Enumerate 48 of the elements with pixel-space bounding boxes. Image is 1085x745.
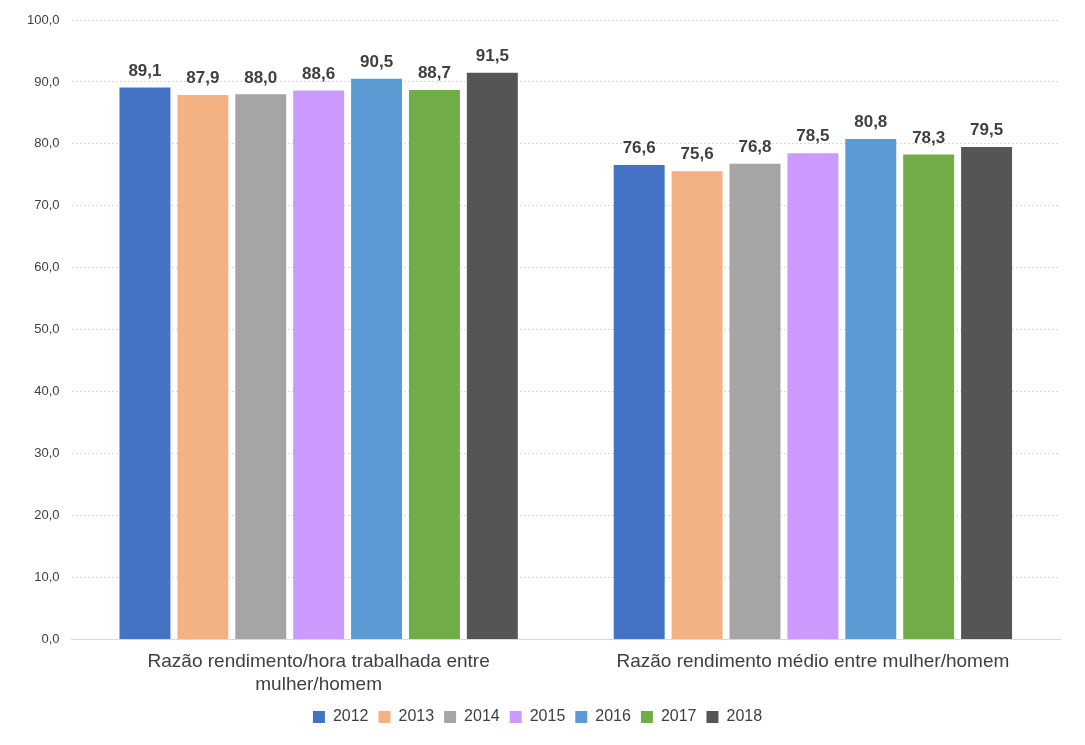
data-label: 90,5	[360, 52, 394, 72]
legend-label: 2017	[660, 707, 697, 725]
data-label: 87,9	[186, 68, 220, 88]
bar	[466, 72, 518, 639]
data-label: 78,3	[912, 127, 946, 147]
bar	[787, 153, 839, 639]
bar	[961, 146, 1013, 639]
bar	[351, 78, 403, 639]
bar	[293, 90, 345, 639]
bar	[671, 171, 723, 639]
bar	[408, 89, 460, 639]
y-tick-label: 100,0	[26, 11, 60, 27]
bar	[119, 87, 171, 639]
x-tick-label: Razão rendimento médio entre mulher/homem	[616, 650, 1010, 672]
y-tick-label: 10,0	[34, 569, 60, 585]
data-label: 75,6	[680, 144, 714, 164]
y-tick-label: 30,0	[34, 445, 60, 461]
y-tick-label: 20,0	[34, 507, 60, 523]
legend-label: 2013	[398, 707, 435, 725]
y-tick-label: 70,0	[34, 197, 60, 213]
y-tick-label: 60,0	[34, 259, 60, 275]
data-label: 76,8	[738, 136, 772, 156]
bar	[845, 138, 897, 639]
bar	[903, 154, 955, 639]
legend-label: 2012	[332, 707, 369, 725]
data-label: 88,7	[417, 63, 451, 83]
legend-label: 2018	[726, 707, 763, 725]
y-tick-label: 40,0	[34, 383, 60, 399]
bar	[177, 94, 229, 639]
legend-label: 2014	[464, 707, 500, 725]
bar	[729, 163, 781, 639]
y-tick-label: 50,0	[34, 321, 60, 337]
data-label: 88,0	[244, 67, 278, 87]
legend-label: 2016	[595, 707, 631, 725]
y-tick-label: 80,0	[34, 135, 60, 151]
data-label: 88,6	[302, 63, 336, 83]
data-label: 79,5	[970, 120, 1004, 140]
data-label: 76,6	[622, 138, 656, 158]
data-label: 78,5	[796, 126, 830, 146]
x-tick-label: Razão rendimento/hora trabalhada entre mulher/homem	[147, 650, 490, 694]
legend-label: 2015	[529, 707, 566, 725]
y-tick-label: 0,0	[41, 630, 60, 646]
data-label: 91,5	[475, 45, 509, 65]
bar	[613, 164, 665, 639]
bar	[235, 94, 287, 639]
y-tick-label: 90,0	[34, 73, 60, 89]
data-label: 80,8	[854, 112, 888, 132]
data-label: 89,1	[128, 60, 162, 80]
